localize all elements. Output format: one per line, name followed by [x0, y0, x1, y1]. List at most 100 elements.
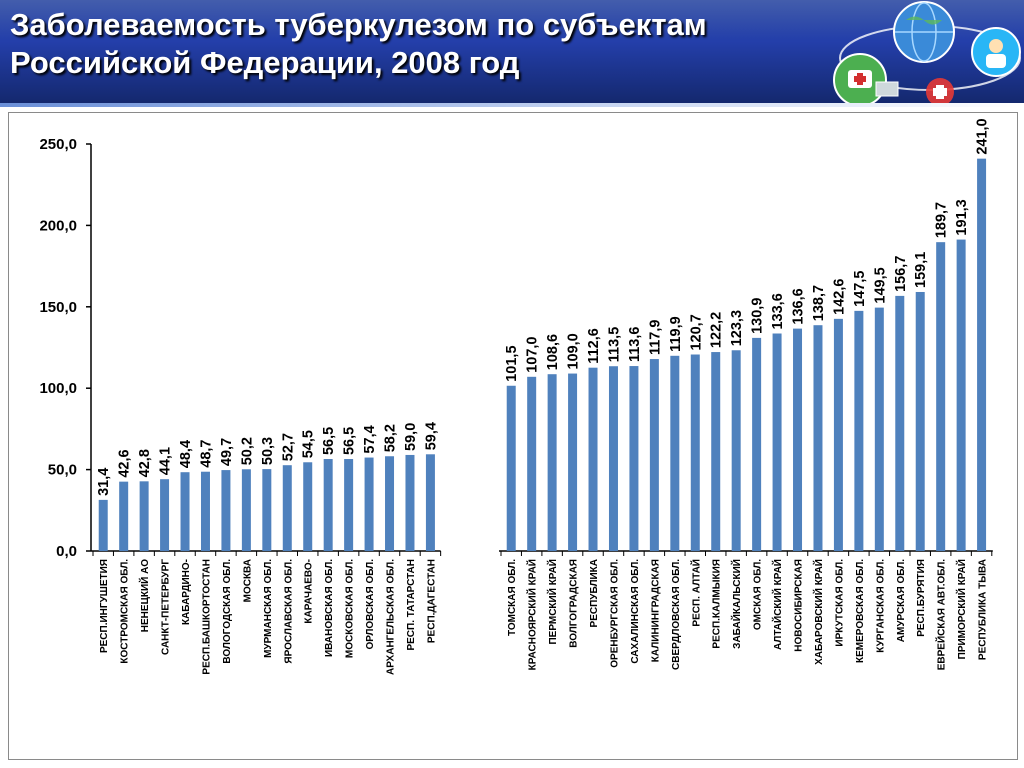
category-label: МУРМАНСКАЯ ОБЛ.	[263, 559, 274, 658]
category-label: КАРАЧАЕВО-	[304, 559, 315, 624]
category-label: СВЕРДЛОВСКАЯ ОБЛ.	[671, 559, 682, 670]
category-label: ОРЕНБУРГСКАЯ ОБЛ.	[609, 559, 620, 668]
y-tick-label: 200,0	[39, 217, 77, 234]
bar	[793, 328, 803, 551]
header-divider	[0, 103, 1024, 107]
category-label: РЕСП.ДАГЕСТАН	[426, 559, 437, 643]
data-label: 58,2	[383, 424, 399, 452]
data-label: 122,2	[709, 312, 725, 348]
data-label: 123,3	[729, 310, 745, 346]
bar	[405, 454, 415, 551]
category-label: АМУРСКАЯ ОБЛ.	[896, 559, 907, 642]
category-label: ЯРОСЛАВСКАЯ ОБЛ.	[283, 559, 294, 664]
data-label: 59,4	[423, 422, 439, 450]
bar	[588, 367, 598, 551]
bar	[752, 337, 762, 551]
bar	[344, 459, 354, 551]
category-label: ТОМСКАЯ ОБЛ.	[507, 559, 518, 636]
y-tick-label: 100,0	[39, 380, 77, 397]
data-label: 113,5	[606, 327, 622, 363]
data-label: 130,9	[750, 298, 766, 334]
category-label: ЕВРЕЙСКАЯ АВТ.ОБЛ.	[935, 559, 948, 670]
category-label: ВОЛГОГРАДСКАЯ	[569, 559, 580, 648]
category-label: РЕСП.БАШКОРТОСТАН	[201, 559, 212, 675]
category-label: МОСКОВСКАЯ ОБЛ.	[345, 559, 356, 658]
data-label: 44,1	[158, 447, 174, 475]
data-label: 56,5	[321, 427, 337, 455]
bar	[956, 239, 966, 551]
data-label: 113,6	[627, 327, 643, 363]
category-label: НОВОСИБИРСКАЯ	[794, 559, 805, 652]
bar	[547, 374, 557, 551]
category-label: РЕСП.КАЛМЫКИЯ	[712, 559, 723, 649]
header-shine	[0, 0, 1024, 40]
title-line-1: Заболеваемость туберкулезом по субъектам	[10, 7, 707, 42]
bar	[364, 457, 374, 551]
bar	[608, 366, 618, 551]
data-label: 56,5	[342, 427, 358, 455]
category-label: РЕСП.ИНГУШЕТИЯ	[99, 559, 110, 653]
bar	[874, 307, 884, 551]
category-label: КЕМЕРОВСКАЯ ОБЛ.	[855, 559, 866, 663]
data-label: 117,9	[647, 320, 663, 356]
y-tick-label: 150,0	[39, 299, 77, 316]
bar	[813, 325, 823, 551]
bar	[731, 350, 741, 551]
medical-bag-icon	[833, 53, 887, 107]
category-label: РЕСП.БУРЯТИЯ	[916, 559, 927, 637]
category-label: ПРИМОРСКИЙ КРАЙ	[955, 559, 968, 659]
data-label: 109,0	[566, 333, 582, 369]
bar	[160, 479, 170, 551]
category-label: РЕСП. ТАТАРСТАН	[406, 559, 417, 651]
data-label: 189,7	[934, 202, 950, 238]
category-label: ИВАНОВСКАЯ ОБЛ.	[324, 559, 335, 657]
data-label: 108,6	[545, 334, 561, 370]
data-label: 133,6	[770, 293, 786, 329]
data-label: 120,7	[688, 314, 704, 350]
data-label: 147,5	[852, 271, 868, 307]
data-label: 159,1	[913, 252, 929, 288]
category-label: ПЕРМСКИЙ КРАЙ	[546, 559, 559, 645]
bar	[139, 481, 149, 551]
bar	[854, 310, 864, 551]
category-label: АРХАНГЕЛЬСКАЯ ОБЛ.	[386, 559, 397, 675]
category-label: САНКТ-ПЕТЕРБУРГ	[161, 559, 172, 655]
category-label: НЕНЕЦКИЙ АО	[138, 559, 151, 632]
bar	[629, 366, 639, 551]
bar	[282, 465, 292, 551]
bar	[98, 499, 108, 551]
data-label: 112,6	[586, 328, 602, 364]
bar	[977, 158, 987, 552]
data-label: 54,5	[301, 430, 317, 458]
bar	[895, 295, 905, 551]
data-label: 42,8	[137, 449, 153, 477]
slide-header: Заболеваемость туберкулезом по субъектам…	[0, 0, 1024, 107]
y-tick-label: 0,0	[56, 543, 77, 560]
data-label: 191,3	[954, 199, 970, 235]
globe-icon	[893, 1, 955, 63]
data-label: 50,2	[239, 437, 255, 465]
doctor-icon	[971, 27, 1021, 77]
bar	[772, 333, 782, 551]
data-label: 107,0	[525, 337, 541, 373]
bar	[936, 242, 946, 551]
bar	[200, 471, 210, 551]
data-label: 31,4	[96, 468, 112, 496]
bar	[323, 459, 333, 551]
laptop-icon	[875, 81, 899, 97]
data-label: 42,6	[117, 449, 133, 477]
category-label: ОМСКАЯ ОБЛ.	[753, 559, 764, 630]
data-label: 149,5	[872, 267, 888, 303]
data-label: 59,0	[403, 423, 419, 451]
data-label: 136,6	[791, 288, 807, 324]
bar	[241, 469, 251, 551]
data-label: 101,5	[504, 345, 520, 381]
category-label: РЕСП. АЛТАЙ	[689, 559, 702, 627]
bar	[303, 462, 313, 551]
bar	[711, 352, 721, 551]
data-label: 119,9	[668, 316, 684, 352]
ambulance-icon	[926, 78, 954, 106]
bar	[670, 355, 680, 551]
category-label: ВОЛОГОДСКАЯ ОБЛ.	[222, 559, 233, 664]
